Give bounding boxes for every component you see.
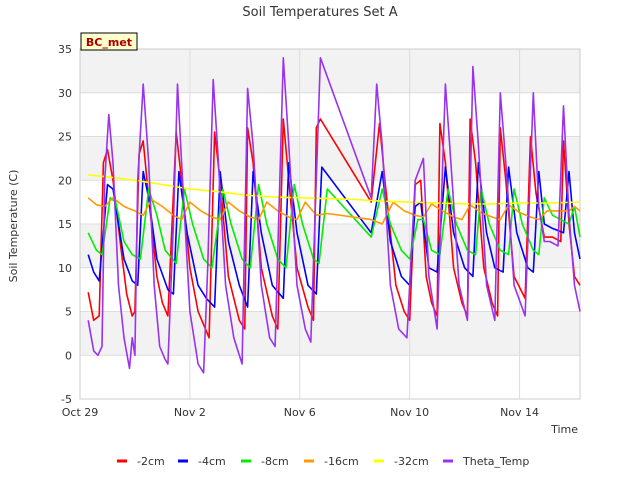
site-label-box [80,32,138,51]
y-tick-label: 15 [58,218,72,231]
y-tick-label: 10 [58,262,72,275]
legend-label: -8cm [261,455,289,468]
x-tick-label: Oct 29 [62,406,99,419]
y-tick-label: -5 [61,393,72,406]
series-line-thetatemp [87,57,581,374]
y-tick-label: 5 [65,306,72,319]
site-label-text: BC_met [86,36,132,49]
x-tick-label: Nov 6 [284,406,316,419]
x-tick-label: Nov 10 [390,406,429,419]
x-axis-label: Time [550,423,578,436]
plot-band [80,136,580,181]
chart-title: Soil Temperatures Set A [242,5,397,20]
x-tick-label: Nov 14 [500,406,539,419]
series-line-32cm [88,174,581,205]
legend-label: -2cm [137,455,165,468]
legend-label: -16cm [324,455,359,468]
legend-label: -4cm [198,455,226,468]
y-axis-ticks: -5 0 5 10 15 20 25 30 35 [58,43,72,406]
y-tick-label: 25 [58,131,72,144]
y-tick-label: 30 [58,87,72,100]
y-tick-label: 20 [58,174,72,187]
legend-label: Theta_Temp [462,455,529,468]
x-axis-ticks: Oct 29 Nov 2 Nov 6 Nov 10 Nov 14 [62,406,539,419]
legend-label: -32cm [394,455,429,468]
plot-border [79,48,581,400]
y-axis-label: Soil Temperature (C) [7,170,20,283]
y-tick-label: 0 [65,349,72,362]
x-tick-label: Nov 2 [174,406,206,419]
series-line-4cm [87,161,581,308]
plot-band [80,311,580,356]
y-tick-label: 35 [58,43,72,56]
grid-lines [79,48,581,400]
series-line-8cm [87,183,581,269]
series-lines [87,57,581,374]
site-label-badge: BC_met [80,32,138,51]
legend: -2cm -4cm -8cm -16cm -32cm Theta_Temp [117,455,529,468]
